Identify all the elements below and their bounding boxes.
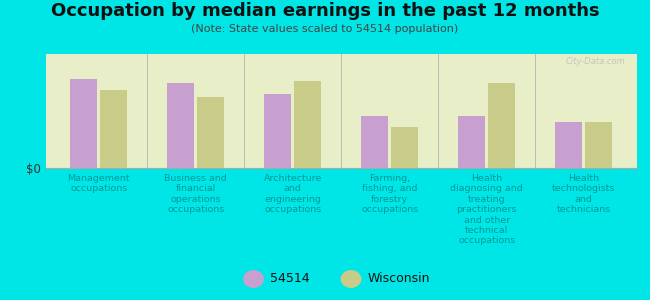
Text: Farming,
fishing, and
forestry
occupations: Farming, fishing, and forestry occupatio… xyxy=(361,174,419,214)
Text: Occupation by median earnings in the past 12 months: Occupation by median earnings in the pas… xyxy=(51,2,599,20)
Bar xyxy=(458,116,486,168)
Ellipse shape xyxy=(341,271,361,287)
Text: Architecture
and
engineering
occupations: Architecture and engineering occupations xyxy=(264,174,322,214)
Bar xyxy=(391,127,419,168)
Text: Management
occupations: Management occupations xyxy=(68,174,130,194)
Bar xyxy=(264,94,291,168)
Text: Health
diagnosing and
treating
practitioners
and other
technical
occupations: Health diagnosing and treating practitio… xyxy=(450,174,523,245)
Text: Business and
financial
operations
occupations: Business and financial operations occupa… xyxy=(164,174,227,214)
Text: (Note: State values scaled to 54514 population): (Note: State values scaled to 54514 popu… xyxy=(191,24,459,34)
Bar xyxy=(167,83,194,168)
Bar xyxy=(100,90,127,168)
Ellipse shape xyxy=(244,271,263,287)
Bar xyxy=(197,98,224,168)
Bar xyxy=(70,79,98,168)
Text: City-Data.com: City-Data.com xyxy=(566,57,625,66)
Bar xyxy=(294,81,321,168)
Text: 54514: 54514 xyxy=(270,272,309,286)
Text: Health
technologists
and
technicians: Health technologists and technicians xyxy=(552,174,616,214)
Bar xyxy=(585,122,612,168)
Bar xyxy=(555,122,582,168)
Bar xyxy=(361,116,388,168)
Bar xyxy=(488,83,515,168)
Text: Wisconsin: Wisconsin xyxy=(367,272,430,286)
